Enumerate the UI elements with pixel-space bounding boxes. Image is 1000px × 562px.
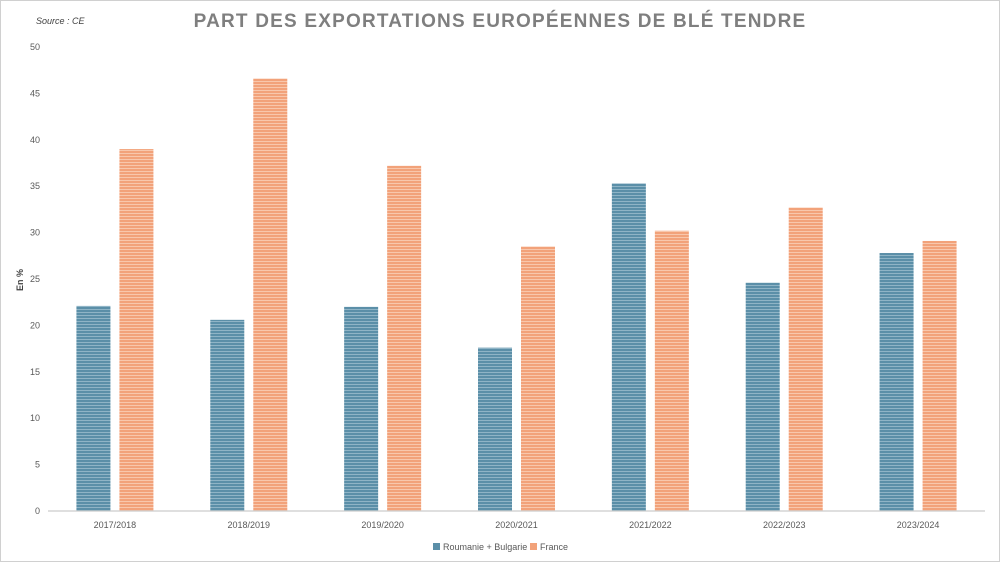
- y-tick-label: 30: [30, 228, 40, 238]
- bar-roumanie-bulgarie-2018-2019: [210, 319, 245, 511]
- bar-roumanie-bulgarie-2017-2018: [76, 305, 111, 511]
- legend: Roumanie + Bulgarie France: [433, 542, 568, 552]
- legend-swatch-france: [530, 543, 537, 550]
- bar-roumanie-bulgarie-2023-2024: [879, 253, 914, 512]
- bar-france-2021-2022: [654, 230, 689, 511]
- bar-france-2020-2021: [521, 246, 555, 511]
- y-tick-label: 20: [30, 320, 40, 330]
- x-tick-label: 2017/2018: [94, 520, 137, 530]
- bars: [76, 78, 957, 512]
- x-tick-label: 2019/2020: [361, 520, 404, 530]
- y-tick-label: 5: [35, 460, 40, 470]
- source-label: Source : CE: [36, 16, 86, 26]
- x-tick-label: 2021/2022: [629, 520, 672, 530]
- bar-france-2023-2024: [922, 240, 957, 511]
- x-tick-label: 2023/2024: [897, 520, 940, 530]
- bar-roumanie-bulgarie-2021-2022: [611, 183, 646, 511]
- y-tick-label: 15: [30, 367, 40, 377]
- y-tick-label: 25: [30, 274, 40, 284]
- x-tick-label: 2018/2019: [228, 520, 271, 530]
- bar-roumanie-bulgarie-2020-2021: [478, 347, 512, 511]
- bar-france-2019-2020: [387, 165, 422, 511]
- y-tick-label: 10: [30, 413, 40, 423]
- y-axis-label: En %: [15, 269, 25, 291]
- y-tick-label: 35: [30, 181, 40, 191]
- y-tick-label: 45: [30, 88, 40, 98]
- chart-title: PART DES EXPORTATIONS EUROPÉENNES DE BLÉ…: [194, 10, 807, 32]
- legend-label: Roumanie + Bulgarie: [443, 542, 527, 552]
- legend-swatch-roumanie-bulgarie: [433, 543, 440, 550]
- y-axis-ticks: 0 5 10 15 20 25 30 35 40 45 50: [30, 42, 40, 516]
- bar-france-2018-2019: [253, 78, 288, 511]
- x-tick-label: 2022/2023: [763, 520, 806, 530]
- bar-roumanie-bulgarie-2022-2023: [745, 282, 780, 511]
- y-tick-label: 0: [35, 506, 40, 516]
- x-tick-label: 2020/2021: [495, 520, 538, 530]
- x-axis-ticks: 2017/2018 2018/2019 2019/2020 2020/2021 2021…: [94, 520, 940, 530]
- y-tick-label: 40: [30, 135, 40, 145]
- y-tick-label: 50: [30, 42, 40, 52]
- bar-france-2022-2023: [788, 207, 823, 511]
- bar-roumanie-bulgarie-2019-2020: [344, 306, 379, 511]
- bar-france-2017-2018: [119, 149, 154, 511]
- legend-label: France: [540, 542, 568, 552]
